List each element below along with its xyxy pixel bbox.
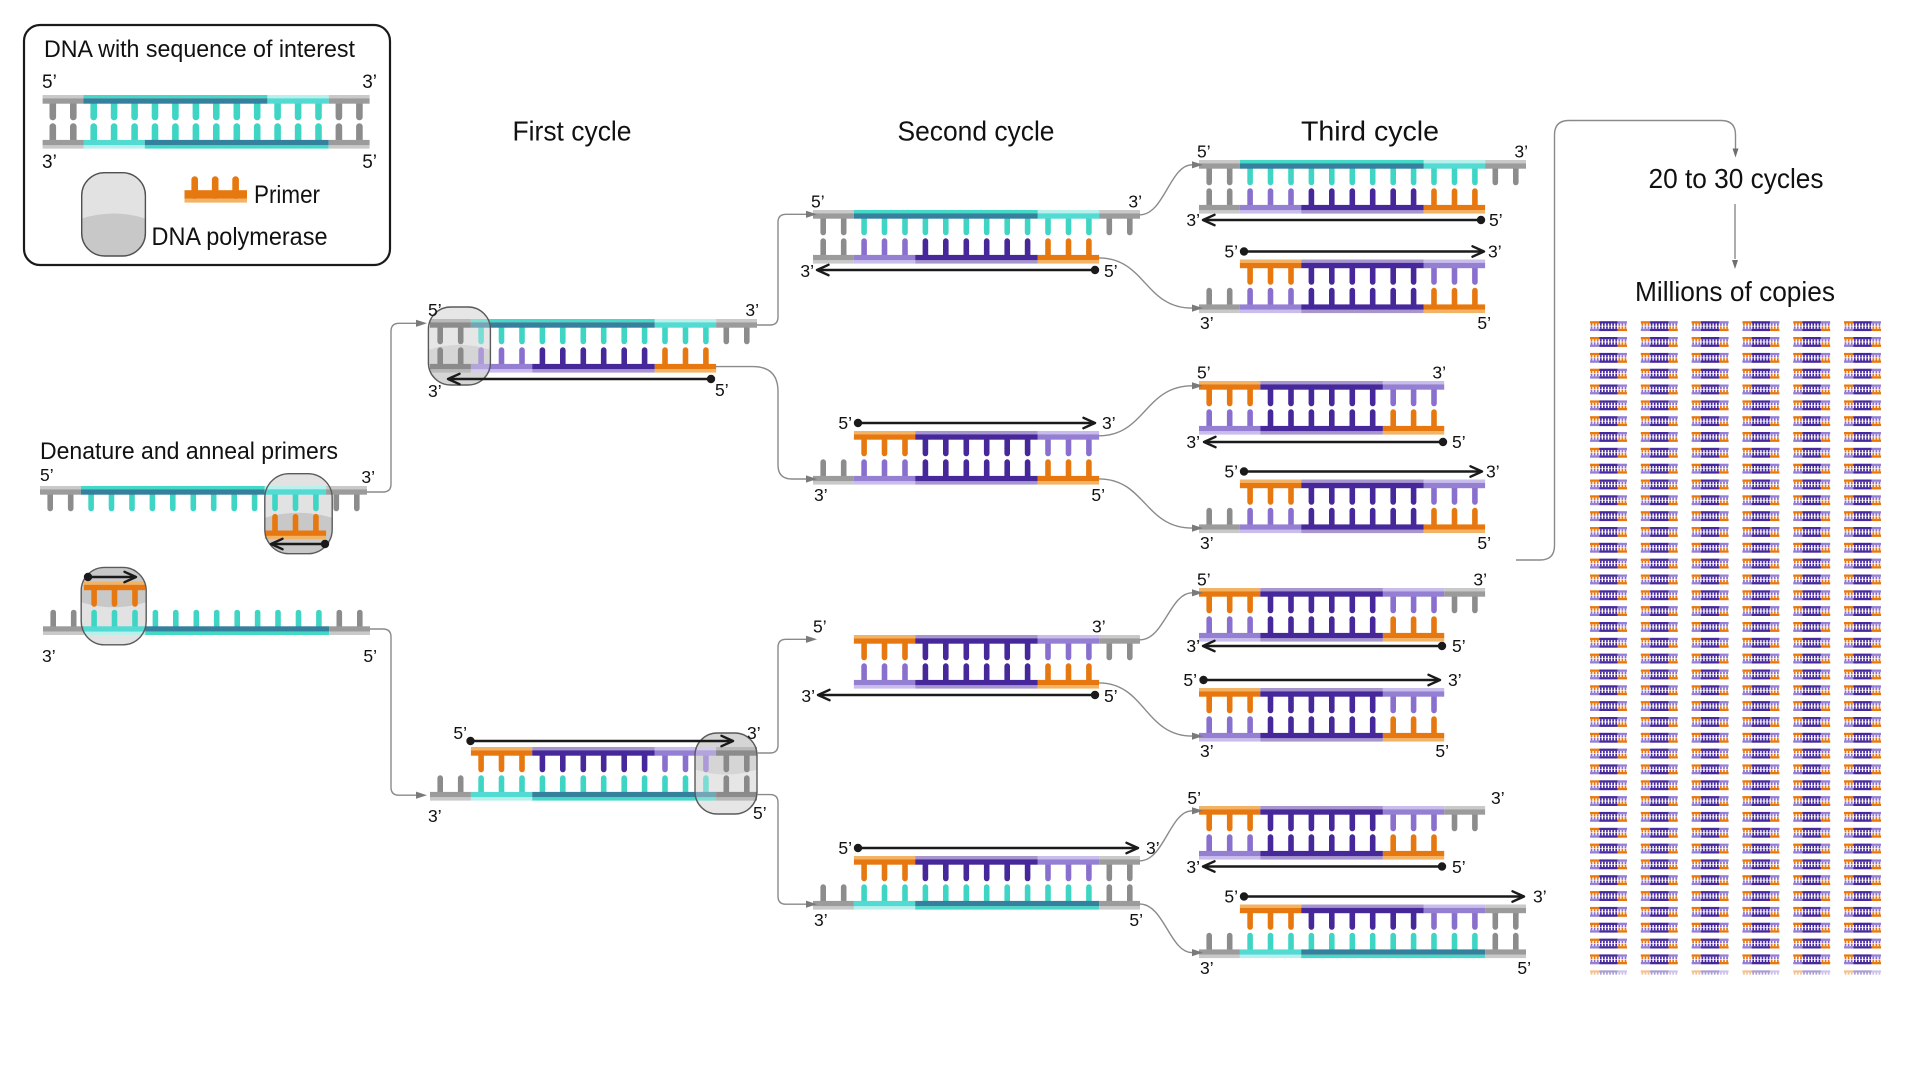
svg-text:5’: 5’ — [715, 380, 729, 400]
svg-text:3’: 3’ — [1488, 242, 1502, 262]
svg-text:Third cycle: Third cycle — [1301, 116, 1439, 147]
svg-text:3’: 3’ — [1200, 313, 1214, 333]
svg-text:3’: 3’ — [814, 910, 828, 930]
svg-text:3’: 3’ — [747, 723, 761, 743]
svg-text:3’: 3’ — [800, 261, 814, 281]
svg-text:3’: 3’ — [1128, 192, 1142, 212]
svg-text:Millions of copies: Millions of copies — [1635, 276, 1835, 307]
svg-text:5’: 5’ — [1489, 210, 1503, 230]
svg-text:3’: 3’ — [1186, 636, 1200, 656]
svg-text:5’: 5’ — [1197, 142, 1211, 162]
svg-text:DNA polymerase: DNA polymerase — [152, 223, 328, 251]
svg-text:Denature and anneal primers: Denature and anneal primers — [40, 438, 338, 465]
svg-text:3’: 3’ — [1092, 617, 1106, 637]
svg-text:5’: 5’ — [1477, 533, 1491, 553]
svg-text:DNA with sequence of interest: DNA with sequence of interest — [44, 36, 355, 63]
svg-text:5’: 5’ — [1224, 462, 1238, 482]
svg-text:5’: 5’ — [1129, 910, 1143, 930]
svg-text:3’: 3’ — [1200, 741, 1214, 761]
svg-text:3’: 3’ — [1533, 887, 1547, 907]
svg-text:5’: 5’ — [1197, 363, 1211, 383]
svg-text:3’: 3’ — [1486, 462, 1500, 482]
svg-text:5’: 5’ — [753, 803, 767, 823]
svg-text:3’: 3’ — [801, 686, 815, 706]
svg-text:5’: 5’ — [1452, 636, 1466, 656]
svg-text:5’: 5’ — [1452, 857, 1466, 877]
svg-text:5’: 5’ — [1477, 313, 1491, 333]
svg-text:5’: 5’ — [1104, 261, 1118, 281]
svg-text:3’: 3’ — [1186, 432, 1200, 452]
svg-text:3’: 3’ — [1186, 210, 1200, 230]
svg-text:3’: 3’ — [1102, 413, 1116, 433]
svg-text:5’: 5’ — [453, 723, 467, 743]
svg-text:5’: 5’ — [1091, 485, 1105, 505]
svg-text:3’: 3’ — [745, 300, 759, 320]
svg-text:3’: 3’ — [42, 152, 57, 173]
svg-text:5’: 5’ — [1452, 432, 1466, 452]
svg-text:5’: 5’ — [838, 413, 852, 433]
svg-text:3’: 3’ — [361, 467, 375, 487]
svg-text:3’: 3’ — [42, 646, 56, 666]
svg-text:3’: 3’ — [1473, 570, 1487, 590]
svg-text:5’: 5’ — [1224, 242, 1238, 262]
svg-text:3’: 3’ — [1514, 142, 1528, 162]
svg-text:3’: 3’ — [1186, 857, 1200, 877]
svg-text:3’: 3’ — [428, 381, 442, 401]
svg-text:5’: 5’ — [40, 465, 54, 485]
svg-text:5’: 5’ — [813, 617, 827, 637]
svg-text:5’: 5’ — [1197, 570, 1211, 590]
svg-text:5’: 5’ — [811, 192, 825, 212]
svg-text:3’: 3’ — [1491, 788, 1505, 808]
svg-text:3’: 3’ — [1146, 838, 1160, 858]
svg-text:3’: 3’ — [362, 72, 377, 93]
svg-text:5’: 5’ — [362, 152, 377, 173]
svg-text:5’: 5’ — [1183, 670, 1197, 690]
svg-text:3’: 3’ — [814, 485, 828, 505]
svg-text:5’: 5’ — [1104, 686, 1118, 706]
svg-text:First cycle: First cycle — [513, 116, 632, 147]
svg-text:3’: 3’ — [1200, 533, 1214, 553]
svg-text:5’: 5’ — [1517, 958, 1531, 978]
svg-text:5’: 5’ — [363, 646, 377, 666]
svg-text:3’: 3’ — [1200, 958, 1214, 978]
svg-text:5’: 5’ — [42, 72, 57, 93]
svg-text:20 to 30 cycles: 20 to 30 cycles — [1649, 163, 1824, 194]
svg-text:3’: 3’ — [1448, 670, 1462, 690]
svg-text:Primer: Primer — [254, 181, 320, 209]
svg-text:5’: 5’ — [428, 300, 442, 320]
svg-text:5’: 5’ — [1224, 887, 1238, 907]
svg-text:5’: 5’ — [1435, 741, 1449, 761]
svg-text:5’: 5’ — [838, 838, 852, 858]
svg-text:3’: 3’ — [1432, 363, 1446, 383]
svg-text:3’: 3’ — [428, 806, 442, 826]
svg-text:Second cycle: Second cycle — [898, 116, 1055, 147]
svg-text:5’: 5’ — [1187, 788, 1201, 808]
